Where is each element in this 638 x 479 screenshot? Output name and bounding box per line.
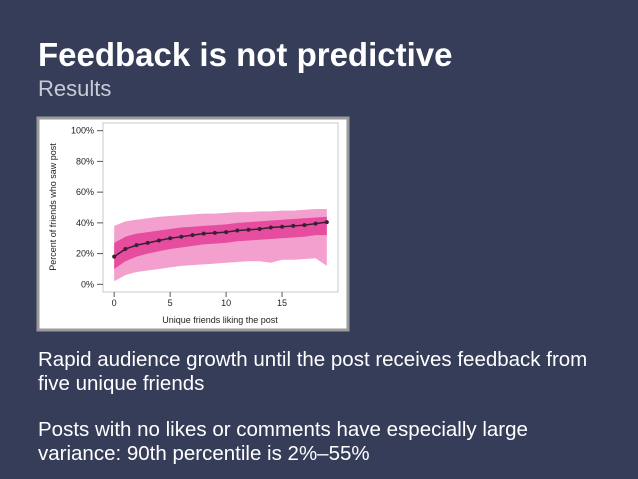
y-tick-label: 20% bbox=[76, 249, 94, 259]
point bbox=[313, 221, 318, 226]
x-tick-label: 5 bbox=[168, 298, 173, 308]
point bbox=[302, 223, 307, 228]
x-tick-label: 0 bbox=[112, 298, 117, 308]
y-tick-label: 0% bbox=[81, 279, 94, 289]
y-tick-label: 100% bbox=[71, 126, 94, 136]
y-tick-label: 80% bbox=[76, 156, 94, 166]
band bbox=[114, 216, 327, 269]
point bbox=[257, 227, 262, 232]
point bbox=[112, 254, 117, 259]
point bbox=[224, 230, 229, 235]
point bbox=[168, 236, 173, 241]
y-axis-label: Percent of friends who saw post bbox=[48, 143, 58, 271]
point bbox=[280, 224, 285, 229]
point bbox=[201, 231, 206, 236]
x-axis-label: Unique friends liking the post bbox=[162, 315, 278, 325]
point bbox=[268, 225, 273, 230]
bullet: Rapid audience growth until the post rec… bbox=[38, 348, 588, 395]
slide-title: Feedback is not predictive bbox=[38, 36, 453, 73]
point bbox=[235, 228, 240, 233]
point bbox=[190, 233, 195, 238]
point bbox=[291, 223, 296, 228]
point bbox=[145, 240, 150, 245]
point bbox=[156, 238, 161, 243]
slide-subtitle: Results bbox=[38, 76, 112, 101]
point bbox=[324, 220, 329, 225]
point bbox=[134, 243, 139, 248]
x-tick-label: 15 bbox=[277, 298, 287, 308]
x-tick-label: 10 bbox=[221, 298, 231, 308]
y-tick-label: 60% bbox=[76, 187, 94, 197]
point bbox=[246, 227, 251, 232]
bullet: Posts with no likes or comments have esp… bbox=[38, 418, 528, 465]
point bbox=[123, 246, 128, 251]
y-tick-label: 40% bbox=[76, 218, 94, 228]
point bbox=[212, 230, 217, 235]
point bbox=[179, 234, 184, 239]
